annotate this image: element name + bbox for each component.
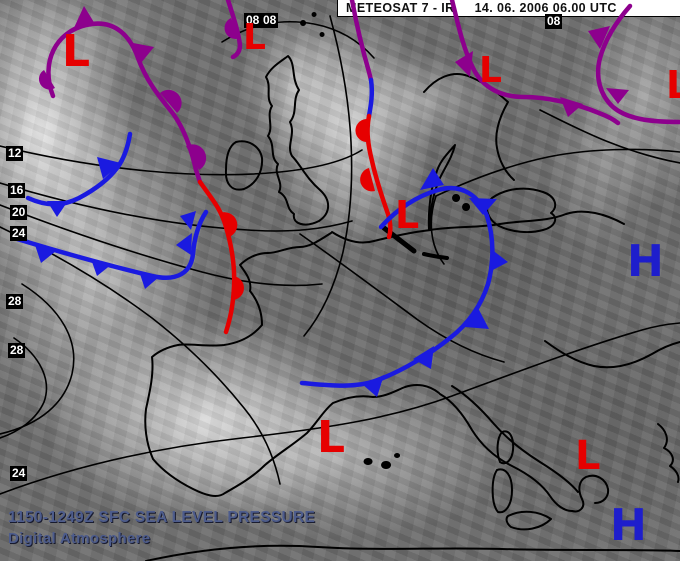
isobar-line bbox=[0, 337, 48, 439]
isobar-line bbox=[0, 204, 323, 287]
isobar-label: 08 bbox=[261, 13, 279, 28]
trough-line bbox=[422, 252, 449, 260]
isobar-label: 20 bbox=[10, 205, 28, 220]
pressure-center-low: L bbox=[395, 193, 420, 237]
isobar-label: 28 bbox=[6, 294, 24, 309]
credit-line-1: 1150-1249Z SFC SEA LEVEL PRESSURE bbox=[8, 509, 316, 526]
front-occluded-northeast bbox=[588, 3, 680, 125]
isobar-label: 24 bbox=[10, 226, 28, 241]
coastlines bbox=[144, 12, 680, 561]
coastline-great-britain bbox=[265, 55, 330, 226]
coastline-sardinia bbox=[491, 468, 513, 514]
isobar-label: 28 bbox=[8, 343, 26, 358]
credit-line-2: Digital Atmosphere bbox=[8, 530, 151, 547]
isobar-label: 16 bbox=[8, 183, 26, 198]
isobar-label: 24 bbox=[10, 466, 28, 481]
coastline-north-africa bbox=[145, 544, 680, 561]
isobars bbox=[0, 15, 680, 495]
front-occluded-scandinavia bbox=[449, 0, 621, 126]
pressure-center-low: L bbox=[479, 50, 502, 91]
coastline-balearics bbox=[363, 453, 401, 469]
coastline-france-iberia bbox=[144, 232, 440, 497]
coastline-norway bbox=[423, 73, 515, 181]
credit: 1150-1249Z SFC SEA LEVEL PRESSURE Digita… bbox=[8, 509, 315, 547]
isobar-line bbox=[0, 145, 363, 176]
pressure-center-low: L bbox=[575, 433, 601, 479]
isobar-label: 08 bbox=[545, 14, 563, 29]
coastline-netherlands bbox=[331, 229, 432, 244]
coastline-ireland bbox=[224, 140, 264, 191]
coastline-baltic bbox=[429, 210, 625, 231]
coastline-northern-isles bbox=[300, 12, 325, 37]
isobar-line bbox=[221, 21, 375, 59]
coastline-corsica bbox=[496, 430, 515, 465]
pressure-center-low: L bbox=[317, 412, 346, 463]
isobar-line bbox=[0, 322, 680, 495]
front-cold-central-europe bbox=[299, 168, 508, 397]
coastline-italy-west bbox=[439, 393, 573, 512]
isobar-line bbox=[0, 283, 75, 435]
coastline-sicily bbox=[505, 510, 552, 531]
coastline-greece bbox=[657, 423, 680, 483]
border-czechia bbox=[486, 187, 557, 234]
pressure-center-high: H bbox=[627, 236, 664, 287]
isobar-line bbox=[435, 148, 680, 197]
coastline-danish-isles bbox=[452, 194, 471, 211]
coastline-italy-east bbox=[451, 385, 579, 493]
front-occluded-northwest bbox=[38, 6, 207, 185]
banner: METEOSAT 7 - IR 14. 06. 2006 06.00 UTC bbox=[337, 0, 680, 17]
front-cold-upper-left bbox=[25, 131, 133, 217]
pressure-center-high: H bbox=[610, 500, 647, 551]
banner-datetime: 14. 06. 2006 06.00 UTC bbox=[474, 1, 617, 15]
pressure-center-low: L bbox=[243, 17, 266, 58]
isobar-label: 12 bbox=[6, 146, 24, 161]
front-cold-lower-left bbox=[11, 209, 209, 289]
isobar-line bbox=[539, 109, 680, 164]
pressure-center-low: L bbox=[666, 63, 680, 107]
coastline-balkans bbox=[544, 340, 680, 369]
isobar-line bbox=[303, 15, 353, 337]
isobar-line bbox=[299, 233, 505, 363]
coastline-italy-boot bbox=[571, 474, 610, 513]
isobar-line bbox=[0, 226, 281, 485]
pressure-center-low: L bbox=[62, 26, 91, 77]
banner-title: METEOSAT 7 - IR bbox=[346, 1, 455, 15]
front-composite-north-sea bbox=[349, 0, 393, 240]
coastline-denmark bbox=[427, 144, 456, 231]
front-occluded-stub bbox=[224, 0, 243, 60]
isobar-label: 08 bbox=[244, 13, 262, 28]
front-warm-west bbox=[197, 179, 244, 335]
